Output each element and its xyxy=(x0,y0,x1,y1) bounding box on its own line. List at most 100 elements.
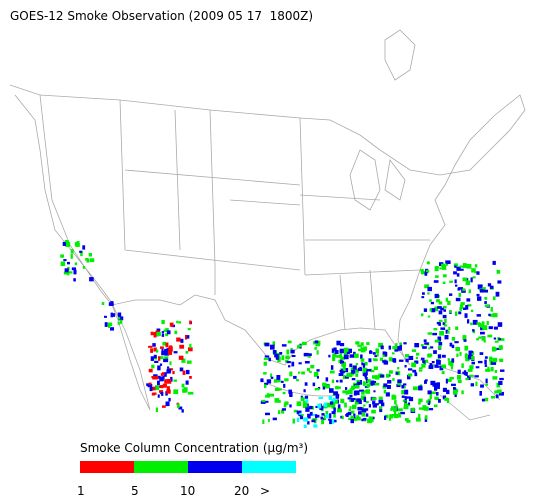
smoke-pixel xyxy=(351,378,356,381)
smoke-pixel xyxy=(157,394,160,398)
smoke-pixel xyxy=(489,313,494,317)
smoke-pixel xyxy=(405,403,411,407)
smoke-pixel xyxy=(374,355,377,358)
smoke-pixel xyxy=(397,415,402,418)
smoke-pixel xyxy=(392,414,397,417)
smoke-pixel xyxy=(353,413,356,419)
smoke-pixel xyxy=(435,266,439,269)
smoke-pixel xyxy=(499,358,503,362)
smoke-pixel xyxy=(454,265,457,268)
smoke-pixel xyxy=(486,321,489,325)
smoke-pixel xyxy=(434,266,439,272)
smoke-pixel xyxy=(357,381,360,386)
smoke-pixel xyxy=(150,331,154,336)
smoke-pixel xyxy=(420,344,424,347)
smoke-pixel xyxy=(414,360,419,364)
smoke-pixel xyxy=(438,301,443,305)
smoke-pixel xyxy=(335,393,340,399)
smoke-pixel xyxy=(284,378,289,382)
smoke-pixel xyxy=(71,267,77,271)
smoke-pixel xyxy=(391,407,397,410)
smoke-pixel xyxy=(89,258,95,263)
smoke-pixel xyxy=(107,324,111,328)
smoke-pixel xyxy=(438,319,443,322)
smoke-pixel xyxy=(336,380,339,383)
smoke-pixel xyxy=(471,268,476,273)
smoke-pixel xyxy=(348,408,351,412)
smoke-pixel xyxy=(442,265,447,270)
smoke-pixel xyxy=(289,371,293,377)
smoke-pixel xyxy=(333,407,336,412)
smoke-pixel xyxy=(434,339,440,343)
smoke-pixel xyxy=(462,263,467,268)
smoke-pixel xyxy=(461,289,466,293)
smoke-pixel xyxy=(288,389,292,394)
smoke-pixel xyxy=(398,359,404,362)
smoke-pixel xyxy=(363,397,367,402)
smoke-pixel xyxy=(451,344,455,349)
smoke-pixel xyxy=(317,340,321,346)
smoke-pixel xyxy=(396,383,401,388)
smoke-pixel xyxy=(281,344,287,347)
smoke-pixel xyxy=(492,313,498,318)
smoke-pixel xyxy=(466,264,472,269)
smoke-pixel xyxy=(155,376,159,380)
smoke-pixel xyxy=(408,368,413,371)
smoke-pixel xyxy=(298,371,301,374)
smoke-pixel xyxy=(360,346,363,350)
smoke-pixel xyxy=(458,311,462,315)
smoke-pixel xyxy=(330,365,334,370)
smoke-pixel xyxy=(362,347,365,351)
smoke-pixel xyxy=(148,382,152,385)
smoke-pixel xyxy=(365,389,371,394)
smoke-pixel xyxy=(275,356,280,360)
smoke-pixel xyxy=(355,341,360,345)
smoke-pixel xyxy=(148,345,153,348)
smoke-pixel xyxy=(187,328,191,331)
smoke-pixel xyxy=(150,348,154,353)
smoke-pixel xyxy=(281,408,287,411)
smoke-pixel xyxy=(82,266,86,269)
smoke-pixel xyxy=(437,384,440,390)
smoke-pixel xyxy=(167,379,172,384)
smoke-pixel xyxy=(445,297,449,302)
smoke-pixel xyxy=(480,384,484,388)
smoke-pixel xyxy=(161,334,165,337)
smoke-pixel xyxy=(157,380,160,386)
smoke-pixel xyxy=(308,353,312,356)
smoke-pixel xyxy=(456,353,459,357)
smoke-pixel xyxy=(385,392,390,397)
smoke-pixel xyxy=(469,350,474,354)
smoke-pixel xyxy=(342,366,346,372)
smoke-pixel xyxy=(62,241,66,246)
smoke-pixel xyxy=(73,278,76,282)
smoke-pixel xyxy=(365,401,369,404)
smoke-pixel xyxy=(360,395,366,401)
smoke-pixel xyxy=(439,267,444,270)
smoke-pixel xyxy=(302,401,308,405)
smoke-pixel xyxy=(151,364,155,369)
smoke-pixel xyxy=(362,369,367,374)
smoke-pixel xyxy=(292,418,295,424)
smoke-pixel xyxy=(479,391,482,396)
smoke-pixel xyxy=(469,365,474,370)
smoke-pixel xyxy=(80,251,83,257)
legend-tick-label: 5 xyxy=(131,484,139,498)
smoke-pixel xyxy=(481,321,485,326)
smoke-pixel xyxy=(264,342,270,347)
smoke-pixel xyxy=(401,390,405,395)
smoke-pixel xyxy=(445,329,449,334)
smoke-pixel xyxy=(342,375,345,380)
smoke-pixel xyxy=(153,347,157,352)
smoke-pixel xyxy=(492,260,496,265)
smoke-pixel xyxy=(266,379,272,384)
smoke-pixel xyxy=(343,347,349,353)
smoke-pixel xyxy=(384,415,387,420)
smoke-pixel xyxy=(347,397,352,400)
smoke-pixel xyxy=(288,365,291,368)
smoke-pixel xyxy=(480,331,485,335)
smoke-pixel xyxy=(357,344,362,347)
smoke-pixel xyxy=(331,348,334,353)
smoke-pixel xyxy=(436,392,439,396)
